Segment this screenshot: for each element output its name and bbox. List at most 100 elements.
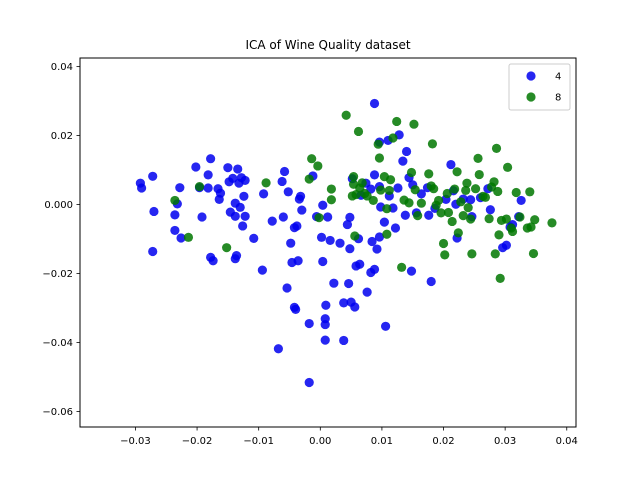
series-8-point [511,187,521,198]
series-4-point [318,256,328,267]
series-4-point [424,210,434,220]
series-8-point [473,153,483,163]
legend-marker-8 [526,92,536,102]
series-8-point [452,167,462,177]
series-4-point [240,211,250,221]
series-8-point [376,185,386,195]
series-8-point [388,133,398,143]
series-4-point [267,216,277,226]
series-8-point [458,211,468,221]
series-4-point [170,225,180,236]
series-8-point [503,162,513,172]
series-4-point [355,259,365,269]
series-4-point [304,318,314,329]
series-8-point [493,186,503,197]
series-8-point [453,228,463,238]
series-8-point [416,198,426,208]
series-4-point [318,200,328,210]
series-4-point [215,188,226,198]
x-tick-label: −0.02 [182,436,213,447]
series-8-point [409,119,419,129]
series-8-point [490,249,500,259]
series-4-point [374,232,385,242]
series-4-point [283,187,293,197]
series-4-point [379,217,389,227]
series-8-point [526,222,536,232]
series-4-point [320,319,330,330]
series-4-point [342,219,353,230]
series-4-point [446,159,456,170]
series-4-point [203,183,213,193]
series-4-point [277,176,287,187]
series-8-point [466,214,476,224]
series-8-point [382,204,392,214]
series-4-point [231,251,242,261]
series-4-point [239,191,249,201]
series-4-point [257,265,267,275]
series-8-point [341,110,351,120]
x-tick-label: 0.03 [494,436,516,447]
x-axis: −0.03 −0.02 −0.01 0.00 0.01 0.02 0.03 0.04 [120,427,578,447]
series-8-point [489,177,499,187]
series-8-point [515,212,525,222]
series-4-point [466,195,476,205]
series-8-point [374,153,385,163]
y-tick-label: −0.04 [42,338,73,349]
series-4-point [335,238,345,248]
series-4-point [230,211,240,221]
series-4-point [240,175,250,186]
legend-box [508,63,571,111]
series-4-point [170,210,180,220]
x-tick-label: 0.04 [556,436,578,447]
series-4-point [286,238,296,248]
series-8-point [304,174,314,184]
series-8-point [385,175,396,185]
series-8-point [495,273,505,283]
x-tick-label: −0.03 [120,436,151,447]
series-4-point [398,156,408,166]
series-8-point [501,214,511,224]
series-8-point [170,195,180,206]
plot-frame [79,57,577,428]
series-4-point [321,300,331,310]
series-8-point [183,232,194,242]
series-8-point [530,215,540,225]
series-4-point [516,195,526,206]
series-8-point [392,116,402,127]
series-8-point [368,195,378,206]
series-8-point [307,154,317,164]
series-8-point [528,248,539,259]
series-4-point [329,278,339,288]
series-4-point [137,183,147,193]
series-4-point [176,233,186,243]
series-4-point [295,191,306,201]
series-4-point [278,212,288,222]
series-4-point [175,183,185,193]
series-4-point [350,302,360,312]
series-8-point [353,126,364,137]
x-tick-label: 0.02 [432,436,454,447]
series-4-point [316,232,327,242]
series-4-point [191,162,201,172]
series-4-point [501,240,511,250]
series-4-point [206,154,216,164]
series-8-point [525,187,535,197]
series-4-point [400,210,410,220]
series-8-point [424,169,434,179]
series-4-point [406,266,417,276]
series-8-point [440,250,450,260]
series-8-point [434,195,444,206]
series-8-point [326,184,336,194]
series-4-point [393,183,403,193]
series-4-point [208,256,218,266]
series-8-point [547,218,557,228]
series-8-point [474,169,484,180]
x-tick-label: −0.01 [243,436,274,447]
series-8-point [507,226,518,237]
series-8-point [222,243,232,253]
series-4-point [369,98,380,109]
series-8-point [436,208,446,218]
series-4-point [323,212,333,222]
series-4-point [238,221,248,231]
series-8-point [456,197,466,207]
